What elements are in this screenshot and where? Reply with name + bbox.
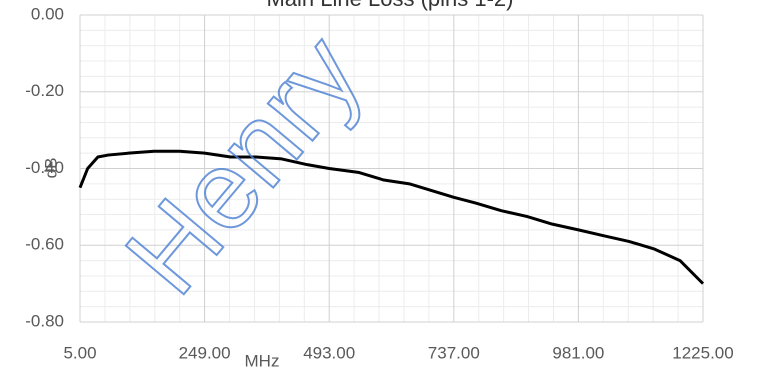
x-tick-label: 737.00 xyxy=(428,343,480,362)
y-tick-label: 0.00 xyxy=(31,4,64,23)
data-line xyxy=(78,149,705,285)
y-tick-label: -0.20 xyxy=(25,81,64,100)
y-axis-title: dB xyxy=(41,158,60,179)
y-tick-label: -0.60 xyxy=(25,235,64,254)
x-tick-label: 5.00 xyxy=(63,343,96,362)
x-tick-label: 981.00 xyxy=(552,343,604,362)
x-tick-label: 493.00 xyxy=(303,343,355,362)
grid xyxy=(79,14,704,323)
x-tick-label: 1225.00 xyxy=(672,343,733,362)
y-tick-label: -0.40 xyxy=(25,158,64,177)
chart-title: Main Line Loss (pins 1-2) xyxy=(266,0,513,11)
x-axis-title: MHz xyxy=(245,351,280,370)
y-tick-label: -0.80 xyxy=(25,311,64,330)
x-tick-label: 249.00 xyxy=(179,343,231,362)
watermark: Henry xyxy=(102,13,385,317)
